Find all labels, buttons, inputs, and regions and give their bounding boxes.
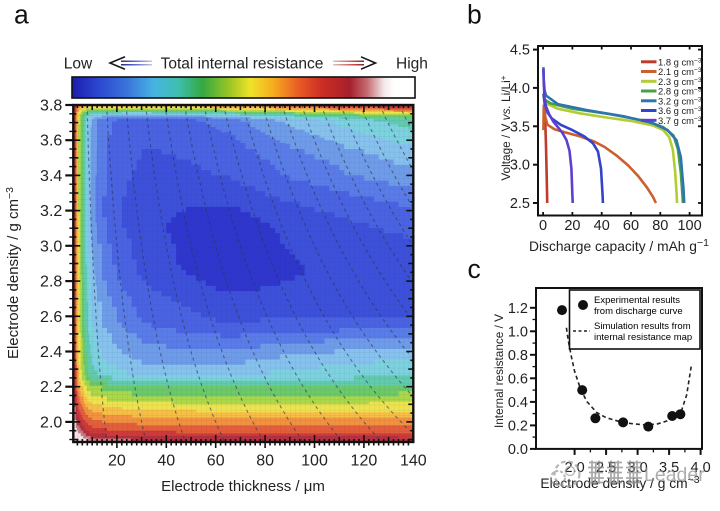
svg-text:60: 60 — [623, 218, 639, 234]
svg-text:3.6: 3.6 — [40, 133, 62, 150]
svg-text:4.0: 4.0 — [691, 460, 711, 476]
svg-text:80: 80 — [652, 218, 668, 234]
svg-text:Internal resistance / V: Internal resistance / V — [492, 314, 506, 428]
svg-text:1.8 g cm−3: 1.8 g cm−3 — [658, 56, 702, 67]
svg-text:0.6: 0.6 — [508, 371, 528, 387]
svg-text:2.8 g cm−3: 2.8 g cm−3 — [658, 86, 702, 97]
svg-text:0.0: 0.0 — [508, 442, 528, 458]
svg-text:60: 60 — [207, 453, 225, 470]
svg-text:Electrode thickness / μm: Electrode thickness / μm — [161, 478, 325, 495]
svg-text:2.8: 2.8 — [40, 274, 62, 291]
svg-text:20: 20 — [108, 453, 126, 470]
svg-text:140: 140 — [400, 453, 427, 470]
svg-text:c: c — [468, 254, 481, 284]
svg-text:3.2: 3.2 — [40, 203, 62, 220]
svg-text:100: 100 — [301, 453, 328, 470]
svg-text:Electrode density / g cm−3: Electrode density / g cm−3 — [4, 187, 22, 359]
svg-text:3.7 g cm−3: 3.7 g cm−3 — [658, 115, 702, 126]
svg-text:80: 80 — [256, 453, 274, 470]
svg-text:2.5: 2.5 — [510, 196, 530, 212]
svg-text:40: 40 — [594, 218, 610, 234]
svg-text:High: High — [396, 56, 428, 73]
svg-text:3.2 g cm−3: 3.2 g cm−3 — [658, 95, 702, 106]
svg-text:0: 0 — [539, 218, 547, 234]
svg-text:Total internal resistance: Total internal resistance — [161, 56, 324, 73]
svg-text:3.0: 3.0 — [510, 158, 530, 174]
svg-text:3.5: 3.5 — [659, 460, 679, 476]
svg-text:3.0: 3.0 — [40, 238, 62, 255]
svg-text:a: a — [14, 0, 29, 30]
svg-text:2.6: 2.6 — [40, 309, 62, 326]
svg-text:internal resistance map: internal resistance map — [594, 332, 692, 343]
svg-text:2.2: 2.2 — [40, 379, 62, 396]
svg-text:1.2: 1.2 — [508, 301, 528, 317]
svg-text:120: 120 — [351, 453, 378, 470]
svg-text:b: b — [467, 0, 482, 30]
svg-text:2.4: 2.4 — [40, 344, 62, 361]
svg-text:Low: Low — [64, 56, 93, 73]
svg-text:0.2: 0.2 — [508, 418, 528, 434]
svg-text:2.3 g cm−3: 2.3 g cm−3 — [658, 76, 702, 87]
svg-text:0.8: 0.8 — [508, 348, 528, 364]
svg-text:100: 100 — [677, 218, 701, 234]
svg-text:Simulation results from: Simulation results from — [594, 321, 691, 332]
svg-text:Voltage / V vs. Li/Li+: Voltage / V vs. Li/Li+ — [498, 75, 513, 180]
svg-text:0.4: 0.4 — [508, 395, 528, 411]
svg-text:3.4: 3.4 — [40, 168, 62, 185]
svg-text:3.5: 3.5 — [510, 119, 530, 135]
svg-text:Leader: Leader — [644, 464, 705, 486]
svg-text:3.8: 3.8 — [40, 98, 62, 115]
svg-text:from discharge curve: from discharge curve — [594, 306, 683, 317]
svg-text:20: 20 — [564, 218, 580, 234]
svg-text:40: 40 — [157, 453, 175, 470]
svg-text:4.0: 4.0 — [510, 81, 530, 97]
svg-text:2.0: 2.0 — [40, 414, 62, 431]
svg-text:4.5: 4.5 — [510, 43, 530, 59]
svg-text:Discharge capacity / mAh g−1: Discharge capacity / mAh g−1 — [529, 237, 709, 254]
svg-text:3.6 g cm−3: 3.6 g cm−3 — [658, 105, 702, 116]
svg-text:2.1 g cm−3: 2.1 g cm−3 — [658, 66, 702, 77]
svg-text:1.0: 1.0 — [508, 324, 528, 340]
svg-text:Experimental results: Experimental results — [594, 295, 680, 306]
